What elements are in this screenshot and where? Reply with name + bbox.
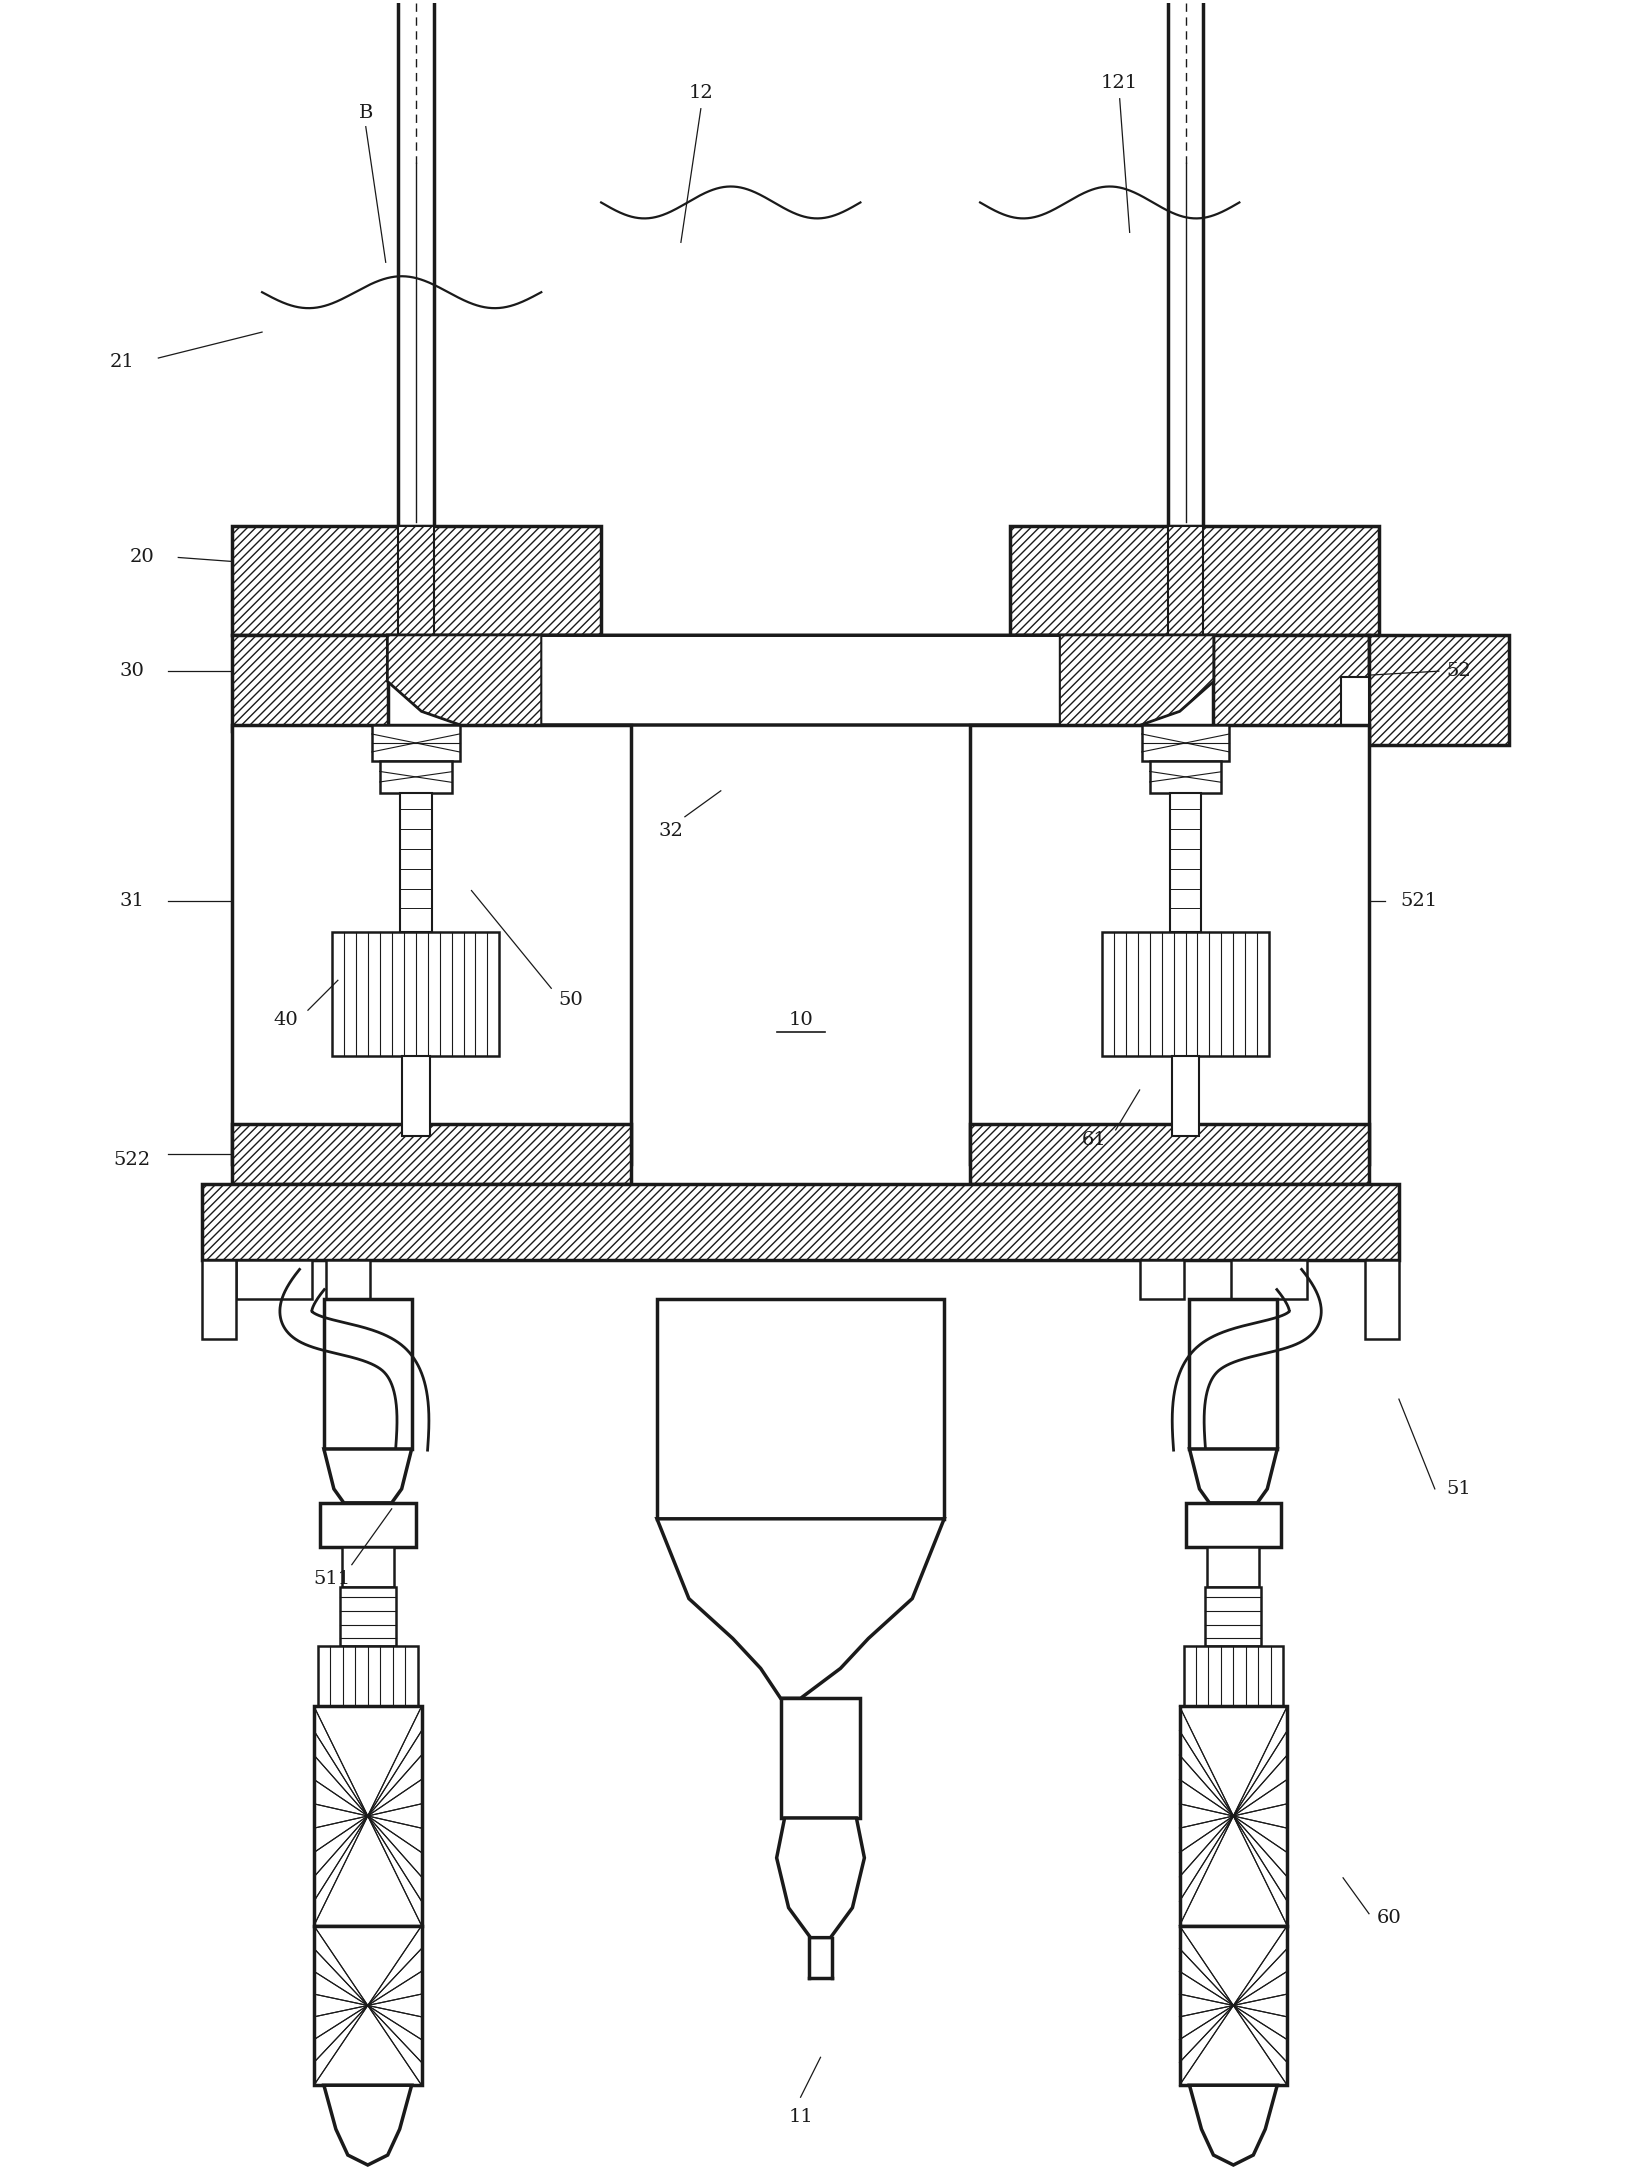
Text: 50: 50 [558,992,583,1010]
Bar [1369,635,1509,744]
Bar [1207,1547,1260,1586]
Bar [1167,527,1204,635]
Bar [233,1123,631,1184]
Bar [233,725,631,1164]
Bar [1139,1260,1184,1299]
Bar [1205,1586,1261,1647]
Polygon shape [388,635,542,725]
Polygon shape [388,635,1213,725]
Text: 31: 31 [121,892,145,910]
Bar [1172,1055,1200,1136]
Text: 521: 521 [1400,892,1438,910]
Polygon shape [324,1449,411,1504]
Polygon shape [324,2085,411,2165]
Text: 52: 52 [1446,662,1471,681]
Text: 40: 40 [272,1012,297,1029]
Bar [971,725,1369,1164]
Text: 20: 20 [130,548,155,566]
Bar [380,762,451,792]
Bar [1189,1299,1278,1449]
Text: 522: 522 [114,1151,150,1169]
Bar [1185,1504,1281,1547]
Bar [1232,1260,1308,1299]
Text: 10: 10 [788,1012,812,1029]
Polygon shape [657,1519,944,1697]
Bar [332,934,499,1055]
Bar [371,725,459,762]
Polygon shape [1060,635,1213,725]
Bar [314,1926,421,2085]
Text: 61: 61 [1081,1132,1106,1149]
Polygon shape [1189,2085,1278,2165]
Bar [657,1299,944,1519]
Bar [1101,934,1270,1055]
Bar [319,1647,418,1706]
Bar [971,1123,1369,1184]
Bar [1149,762,1222,792]
Polygon shape [776,1817,865,1937]
Bar [314,1706,421,1926]
Polygon shape [1189,1449,1278,1504]
Bar [1179,1706,1288,1926]
Bar [236,1260,312,1299]
Bar [401,1055,429,1136]
Text: 60: 60 [1377,1908,1402,1926]
Text: 30: 30 [121,662,145,681]
Text: 51: 51 [1446,1480,1471,1497]
Bar [340,1586,396,1647]
Bar [233,635,388,731]
Bar [325,1260,370,1299]
Bar [1213,635,1369,731]
Bar [400,792,431,934]
Bar [320,1504,416,1547]
Bar [342,1547,393,1586]
Bar [1169,792,1202,934]
Bar [1341,677,1369,744]
Text: 511: 511 [314,1569,350,1588]
Bar [1179,1926,1288,2085]
Bar [1365,1260,1398,1338]
Bar [1184,1647,1283,1706]
Bar [1010,527,1379,635]
Bar [233,527,601,635]
Bar [398,527,434,635]
Bar [201,1260,236,1338]
Bar [781,1697,860,1817]
Text: 121: 121 [1101,74,1138,91]
Text: 11: 11 [788,2109,812,2126]
Text: 32: 32 [659,823,684,840]
Bar [201,1184,1398,1260]
Bar [1141,725,1230,762]
Bar [324,1299,411,1449]
Text: B: B [358,104,373,122]
Text: 12: 12 [688,83,713,102]
Text: 21: 21 [111,353,135,372]
